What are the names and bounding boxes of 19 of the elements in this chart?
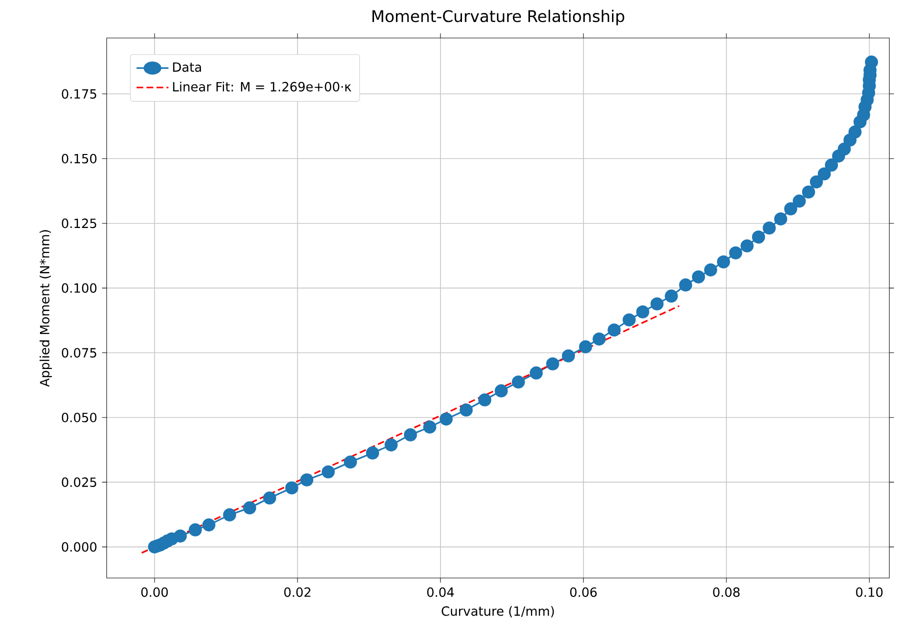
legend-label: Data	[173, 62, 201, 72]
x-tick-label: 0.06	[570, 587, 597, 597]
x-tick-label: 0.00	[141, 587, 168, 597]
x-tick-label: 0.08	[713, 587, 740, 597]
y-axis-title: Applied Moment (N*mm)	[40, 230, 52, 387]
y-tick-label: 0.025	[62, 477, 96, 488]
y-tick-label: 0.125	[62, 218, 96, 228]
legend-label: Linear Fit: M = 1.269e+00·κ	[173, 82, 352, 92]
y-tick-label: 0.175	[62, 89, 96, 99]
x-tick-label: 0.04	[427, 587, 454, 597]
y-tick-label: 0.075	[62, 348, 96, 358]
y-tick-label: 0.050	[62, 412, 96, 422]
y-tick-label: 0.150	[62, 154, 96, 164]
x-tick-label: 0.02	[284, 587, 310, 597]
chart-title: Moment-Curvature Relationship	[372, 10, 624, 26]
x-tick-label: 0.10	[856, 587, 883, 597]
x-axis-title: Curvature (1/mm)	[442, 606, 554, 618]
y-tick-label: 0.000	[62, 542, 96, 552]
y-tick-label: 0.100	[62, 283, 96, 293]
